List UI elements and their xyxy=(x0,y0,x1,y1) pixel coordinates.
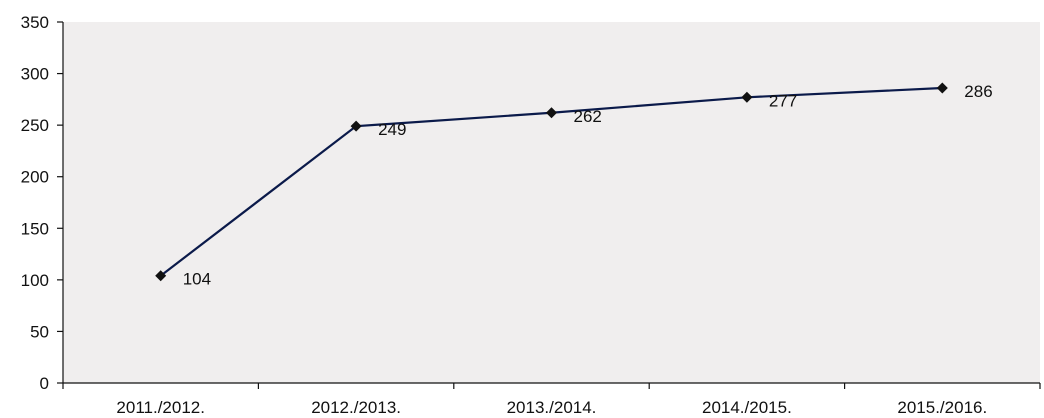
y-axis: 0 50 100 150 200 250 300 350 xyxy=(21,13,64,393)
plot-area xyxy=(63,22,1040,383)
x-tick-label: 2015./2016. xyxy=(897,398,987,417)
data-label: 249 xyxy=(378,120,406,139)
data-point-marker xyxy=(741,91,753,103)
data-point-marker xyxy=(936,82,948,94)
y-tick-label: 250 xyxy=(21,116,49,135)
y-tick-label: 150 xyxy=(21,219,49,238)
data-labels: 104 249 262 277 286 xyxy=(183,82,993,289)
y-tick-label: 0 xyxy=(40,374,49,393)
data-label: 262 xyxy=(574,107,602,126)
x-tick-label: 2011./2012. xyxy=(116,398,205,417)
data-point-marker xyxy=(350,120,362,132)
y-tick-label: 350 xyxy=(21,13,49,32)
data-point-marker xyxy=(155,270,167,282)
y-tick-label: 200 xyxy=(21,168,49,187)
data-label: 104 xyxy=(183,270,211,289)
x-tick-label: 2013./2014. xyxy=(507,398,597,417)
data-label: 277 xyxy=(769,91,797,110)
series-line-group xyxy=(155,82,948,282)
x-tick-label: 2014./2015. xyxy=(702,398,792,417)
y-tick-label: 100 xyxy=(21,271,49,290)
x-tick-label: 2012./2013. xyxy=(311,398,401,417)
y-tick-label: 300 xyxy=(21,65,49,84)
data-point-marker xyxy=(546,107,557,119)
y-tick-label: 50 xyxy=(30,322,49,341)
data-label: 286 xyxy=(964,82,992,101)
x-axis: 2011./2012. 2012./2013. 2013./2014. 2014./2… xyxy=(62,382,1041,417)
